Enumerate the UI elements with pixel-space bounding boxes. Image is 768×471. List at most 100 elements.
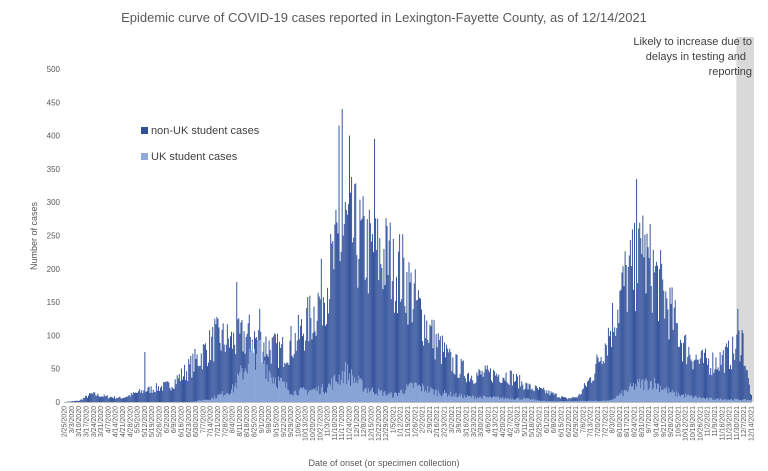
bar-uk <box>434 390 436 402</box>
bar-non-uk <box>512 373 514 402</box>
bar-uk <box>707 397 709 402</box>
bar-non-uk <box>549 395 551 402</box>
bar-non-uk <box>421 309 423 402</box>
bar-uk <box>380 391 382 402</box>
bar-uk <box>201 400 203 402</box>
bar-non-uk <box>155 383 157 402</box>
bar-non-uk <box>739 361 741 402</box>
bar-non-uk <box>307 297 309 402</box>
bar-non-uk <box>246 333 248 402</box>
bar-non-uk <box>414 269 416 402</box>
bar-uk <box>425 390 427 402</box>
bar-uk <box>461 397 463 402</box>
bar-uk <box>526 397 528 402</box>
bar-uk <box>224 395 226 402</box>
bar-uk <box>297 395 299 402</box>
bar-non-uk <box>725 343 727 402</box>
x-tick-label: 7/14/2020 <box>208 406 215 437</box>
bar-uk <box>361 380 363 402</box>
bar-non-uk <box>338 125 340 403</box>
bar-non-uk <box>371 234 373 402</box>
bar-non-uk <box>377 218 379 402</box>
bar-non-uk <box>527 389 529 402</box>
bar-uk <box>476 398 478 402</box>
bar-uk <box>698 396 700 402</box>
bar-uk <box>703 398 705 402</box>
bar-uk <box>249 351 251 402</box>
bar-uk <box>725 400 727 402</box>
bar-uk <box>383 392 385 402</box>
bar-non-uk <box>743 365 745 402</box>
bar-non-uk <box>653 272 655 402</box>
bar-non-uk <box>314 331 316 402</box>
bar-non-uk <box>94 392 96 402</box>
bar-non-uk <box>461 361 463 402</box>
bar-non-uk <box>239 333 241 402</box>
bar-uk <box>736 399 738 402</box>
bar-non-uk <box>74 400 76 402</box>
bar-uk <box>671 389 673 402</box>
bar-non-uk <box>85 395 87 402</box>
x-tick-label: 1/26/2021 <box>412 406 419 437</box>
bar-uk <box>399 392 401 402</box>
bar-uk <box>282 381 284 402</box>
bar-non-uk <box>333 269 335 402</box>
bar-non-uk <box>430 326 432 402</box>
bar-non-uk <box>610 330 611 402</box>
bar-non-uk <box>415 300 417 402</box>
bar-non-uk <box>395 276 397 402</box>
x-tick-label: 12/29/2020 <box>383 406 390 441</box>
bar-uk <box>464 397 466 402</box>
bar-uk <box>430 386 432 402</box>
bar-uk <box>549 401 551 402</box>
x-tick-label: 1/5/2021 <box>390 406 397 433</box>
bar-non-uk <box>70 401 72 402</box>
bar-non-uk <box>192 353 194 402</box>
bar-non-uk <box>614 327 616 402</box>
bar-uk <box>661 389 663 402</box>
bar-non-uk <box>616 328 618 402</box>
bar-non-uk <box>459 373 461 402</box>
bar-non-uk <box>542 388 544 402</box>
bar-non-uk <box>501 382 503 402</box>
bar-non-uk <box>563 397 564 402</box>
bar-non-uk <box>322 297 324 402</box>
bar-non-uk <box>558 397 560 402</box>
bar-non-uk <box>150 386 152 402</box>
x-tick-label: 11/9/2021 <box>712 406 719 437</box>
bar-non-uk <box>626 311 628 402</box>
bar-uk <box>413 382 415 402</box>
bar-non-uk <box>332 241 334 402</box>
bar-non-uk <box>738 330 740 402</box>
bar-non-uk <box>720 365 722 402</box>
x-tick-label: 3/23/2021 <box>471 406 478 437</box>
x-tick-label: 4/21/2020 <box>120 406 127 437</box>
bar-non-uk <box>667 309 669 402</box>
bar-uk <box>597 400 599 402</box>
bar-non-uk <box>96 395 98 402</box>
bar-non-uk <box>605 345 607 402</box>
bar-uk <box>666 387 668 402</box>
bar-non-uk <box>651 312 653 402</box>
bar-uk <box>300 387 302 402</box>
bar-uk <box>537 400 539 402</box>
bar-non-uk <box>659 269 661 402</box>
bar-uk <box>697 397 699 402</box>
x-tick-label: 8/4/2020 <box>230 406 237 433</box>
bar-uk <box>734 398 736 402</box>
bar-uk <box>306 389 308 402</box>
bar-non-uk <box>460 358 462 402</box>
bar-non-uk <box>553 394 555 402</box>
bar-non-uk <box>687 356 689 402</box>
bar-non-uk <box>219 342 221 402</box>
bar-uk <box>239 372 241 402</box>
x-tick-label: 10/6/2020 <box>295 406 302 437</box>
bar-non-uk <box>604 343 606 402</box>
bar-non-uk <box>536 387 538 402</box>
bar-non-uk <box>564 396 566 402</box>
bar-non-uk <box>654 266 656 402</box>
bar-uk <box>586 401 587 402</box>
bar-non-uk <box>236 282 238 402</box>
bar-uk <box>261 362 263 402</box>
x-tick-label: 8/25/2020 <box>252 406 259 437</box>
